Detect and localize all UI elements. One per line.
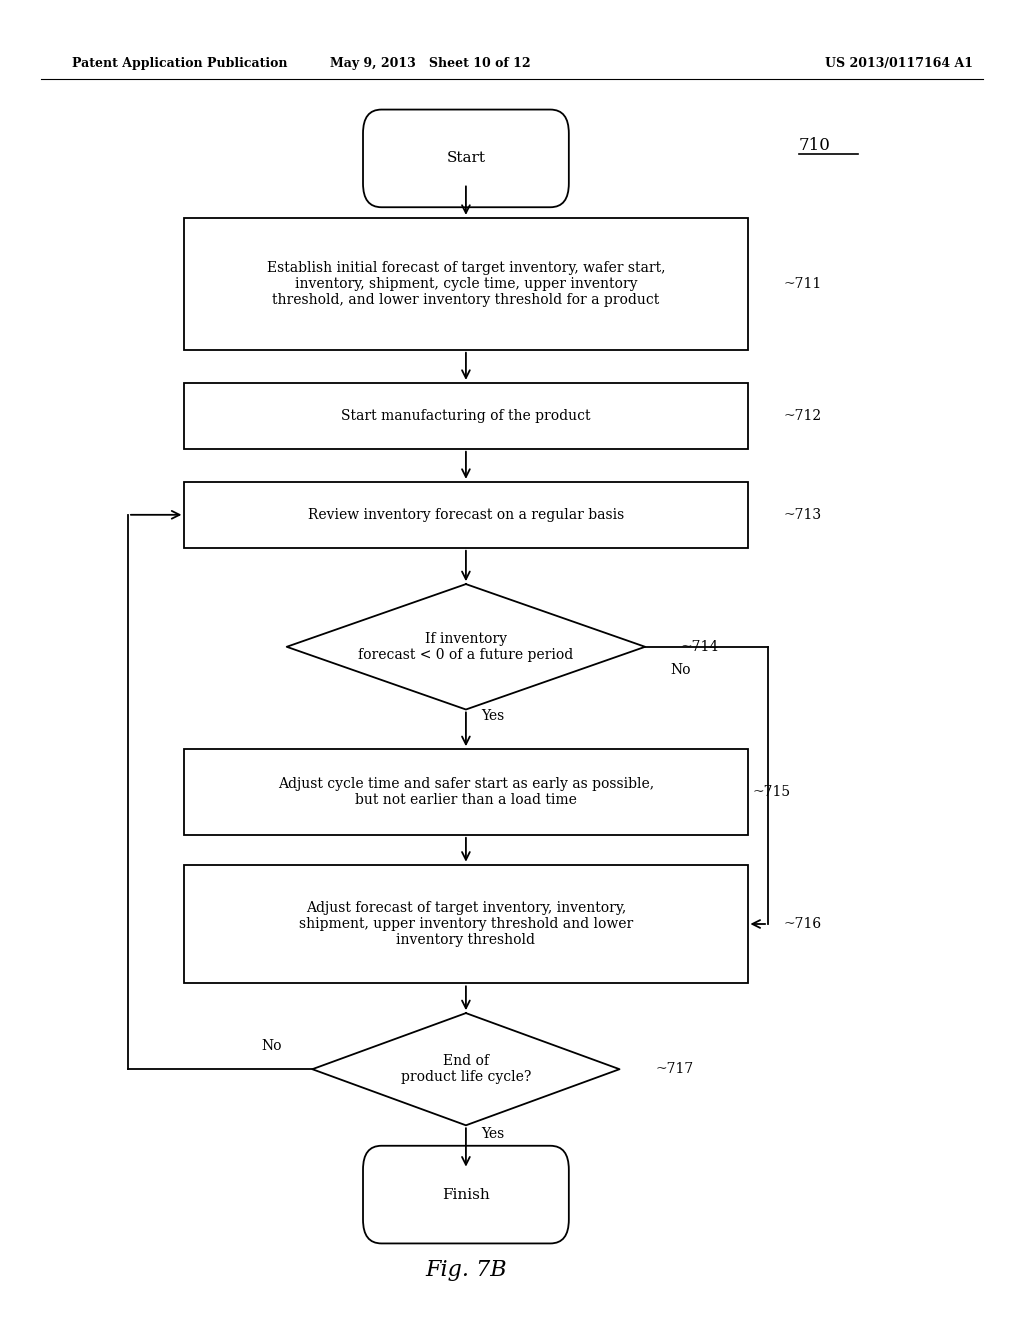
Text: ~714: ~714: [681, 640, 719, 653]
Text: 710: 710: [799, 137, 830, 153]
Text: ~712: ~712: [783, 409, 821, 422]
Text: No: No: [671, 663, 691, 677]
Text: ~711: ~711: [783, 277, 821, 290]
Text: Fig. 7B: Fig. 7B: [425, 1259, 507, 1280]
Text: US 2013/0117164 A1: US 2013/0117164 A1: [824, 57, 973, 70]
FancyBboxPatch shape: [362, 110, 569, 207]
Bar: [184, 218, 748, 350]
Text: Yes: Yes: [481, 1127, 505, 1140]
Bar: [184, 865, 748, 983]
Text: May 9, 2013   Sheet 10 of 12: May 9, 2013 Sheet 10 of 12: [330, 57, 530, 70]
Text: Finish: Finish: [442, 1188, 489, 1201]
Text: If inventory
forecast < 0 of a future period: If inventory forecast < 0 of a future pe…: [358, 632, 573, 661]
Text: Adjust forecast of target inventory, inventory,
shipment, upper inventory thresh: Adjust forecast of target inventory, inv…: [299, 900, 633, 948]
Text: No: No: [261, 1039, 282, 1053]
Polygon shape: [287, 583, 645, 710]
Text: Adjust cycle time and safer start as early as possible,
but not earlier than a l: Adjust cycle time and safer start as ear…: [278, 777, 654, 807]
FancyBboxPatch shape: [362, 1146, 569, 1243]
Text: ~717: ~717: [655, 1063, 693, 1076]
Text: Review inventory forecast on a regular basis: Review inventory forecast on a regular b…: [308, 508, 624, 521]
Text: ~715: ~715: [753, 785, 791, 799]
Text: End of
product life cycle?: End of product life cycle?: [400, 1055, 531, 1084]
Text: Patent Application Publication: Patent Application Publication: [72, 57, 287, 70]
Text: Yes: Yes: [481, 709, 505, 722]
Bar: [184, 482, 748, 548]
Text: Start manufacturing of the product: Start manufacturing of the product: [341, 409, 591, 422]
Text: Establish initial forecast of target inventory, wafer start,
inventory, shipment: Establish initial forecast of target inv…: [266, 260, 666, 308]
Text: Start: Start: [446, 152, 485, 165]
Bar: [184, 383, 748, 449]
Bar: [184, 748, 748, 834]
Text: ~716: ~716: [783, 917, 821, 931]
Text: ~713: ~713: [783, 508, 821, 521]
Polygon shape: [312, 1014, 620, 1125]
